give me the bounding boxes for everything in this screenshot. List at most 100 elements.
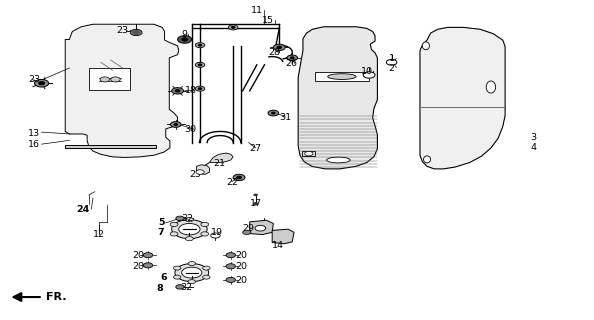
Text: 13: 13 (28, 129, 40, 138)
Circle shape (132, 31, 140, 34)
Circle shape (196, 170, 204, 174)
Text: 5: 5 (158, 218, 165, 227)
Polygon shape (89, 68, 130, 90)
Text: 23: 23 (28, 75, 40, 84)
Circle shape (188, 280, 195, 284)
Text: FR.: FR. (46, 292, 67, 302)
Circle shape (268, 110, 279, 116)
Circle shape (195, 43, 205, 48)
Text: 20: 20 (132, 251, 144, 260)
Circle shape (198, 44, 202, 46)
Text: 24: 24 (77, 205, 90, 214)
Circle shape (170, 232, 178, 236)
Text: 7: 7 (157, 228, 165, 237)
Text: 16: 16 (28, 140, 40, 149)
Circle shape (198, 88, 202, 90)
Circle shape (175, 90, 180, 92)
Circle shape (203, 275, 210, 279)
Circle shape (198, 64, 202, 66)
Text: 20: 20 (235, 251, 247, 260)
Circle shape (110, 77, 120, 82)
Text: 1: 1 (388, 54, 394, 63)
Circle shape (185, 236, 193, 241)
Circle shape (170, 122, 181, 127)
Circle shape (195, 86, 205, 91)
Circle shape (182, 267, 202, 278)
Text: 17: 17 (249, 199, 261, 208)
Text: 3: 3 (530, 133, 536, 142)
Text: 26: 26 (285, 59, 297, 68)
Ellipse shape (327, 157, 350, 163)
Circle shape (172, 88, 184, 94)
Circle shape (363, 72, 375, 78)
Text: 8: 8 (156, 284, 163, 293)
Circle shape (277, 46, 282, 49)
Circle shape (172, 220, 207, 239)
Polygon shape (420, 28, 505, 169)
Circle shape (201, 232, 208, 236)
Text: 28: 28 (268, 48, 280, 57)
Polygon shape (272, 229, 294, 244)
Circle shape (174, 124, 178, 125)
Text: 23: 23 (116, 26, 129, 35)
Circle shape (188, 261, 195, 266)
Circle shape (305, 151, 313, 156)
Text: 31: 31 (279, 113, 291, 122)
Text: 4: 4 (530, 143, 536, 152)
Circle shape (143, 252, 153, 258)
Polygon shape (197, 165, 210, 174)
Circle shape (242, 230, 251, 235)
Circle shape (178, 36, 192, 43)
Circle shape (203, 266, 210, 270)
Text: 25: 25 (189, 171, 201, 180)
Circle shape (182, 38, 188, 41)
Text: 29: 29 (242, 224, 254, 233)
Circle shape (173, 275, 181, 279)
Circle shape (236, 176, 241, 179)
Text: 18: 18 (185, 86, 197, 95)
Circle shape (100, 77, 109, 82)
Circle shape (130, 29, 142, 36)
Text: 15: 15 (261, 16, 273, 25)
Ellipse shape (424, 156, 431, 163)
Text: 12: 12 (93, 230, 105, 239)
Text: 9: 9 (182, 30, 188, 39)
Text: 6: 6 (160, 273, 167, 282)
Circle shape (226, 277, 235, 283)
Polygon shape (65, 24, 179, 157)
Circle shape (229, 25, 238, 30)
Ellipse shape (422, 42, 429, 50)
Circle shape (252, 202, 258, 205)
Circle shape (179, 223, 200, 235)
Circle shape (233, 174, 245, 180)
Text: 21: 21 (213, 159, 225, 168)
Circle shape (226, 252, 235, 258)
Circle shape (170, 222, 178, 227)
Text: 32: 32 (180, 283, 192, 292)
Circle shape (201, 222, 208, 227)
Circle shape (176, 216, 184, 220)
Text: 11: 11 (251, 6, 263, 15)
Circle shape (211, 233, 220, 238)
Text: 20: 20 (235, 262, 247, 271)
Text: 22: 22 (226, 178, 238, 187)
Circle shape (173, 266, 181, 270)
Text: 32: 32 (182, 214, 194, 223)
Polygon shape (315, 72, 369, 81)
Circle shape (195, 62, 205, 68)
Circle shape (255, 225, 266, 231)
Circle shape (176, 285, 184, 289)
Circle shape (232, 27, 235, 28)
Text: 14: 14 (272, 241, 284, 250)
Polygon shape (65, 145, 156, 148)
Polygon shape (210, 153, 233, 163)
Circle shape (143, 263, 153, 268)
Circle shape (290, 57, 294, 59)
Circle shape (34, 79, 49, 87)
Text: 10: 10 (361, 67, 373, 76)
Circle shape (271, 112, 275, 114)
Ellipse shape (328, 74, 356, 79)
Circle shape (39, 82, 45, 85)
Ellipse shape (486, 81, 495, 93)
Circle shape (185, 218, 193, 222)
